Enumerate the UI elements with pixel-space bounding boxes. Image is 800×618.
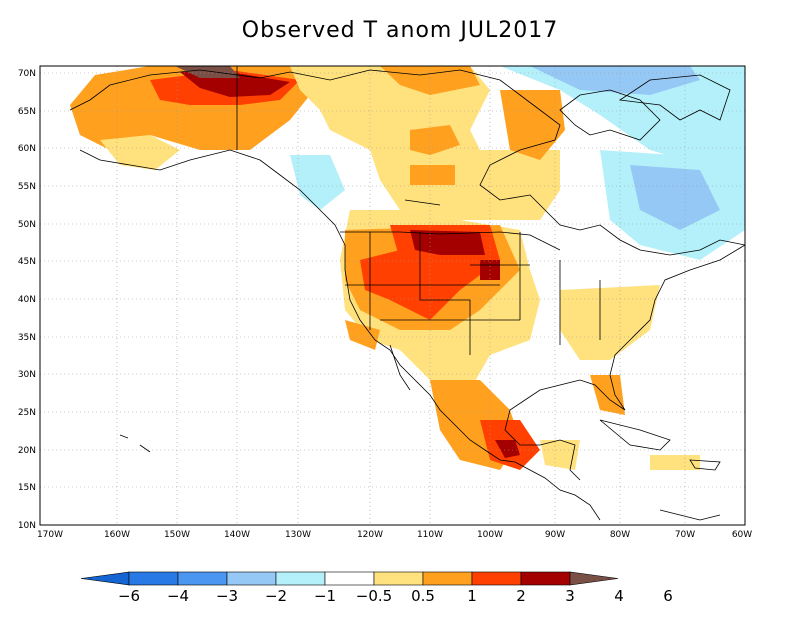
lon-label: 90W xyxy=(545,530,565,540)
lon-label: 160W xyxy=(104,530,130,540)
lat-label: 35N xyxy=(18,333,36,343)
lat-label: 50N xyxy=(18,220,36,230)
lon-label: 170W xyxy=(37,530,63,540)
colorbar: −6 −4 −3 −2 −1 −0.5 0.5 1 2 3 4 6 xyxy=(80,571,673,605)
colorbar-swatch xyxy=(128,571,179,586)
colorbar-label: −2 xyxy=(265,587,287,605)
colorbar-label: −0.5 xyxy=(356,587,392,605)
lon-label: 100W xyxy=(477,530,503,540)
lon-label: 140W xyxy=(224,530,250,540)
lat-label: 55N xyxy=(18,182,36,192)
lon-label: 120W xyxy=(357,530,383,540)
lat-label: 25N xyxy=(18,408,36,418)
colorbar-label: 6 xyxy=(663,587,673,605)
lat-label: 10N xyxy=(18,521,36,531)
lon-label: 70W xyxy=(675,530,695,540)
lat-label: 65N xyxy=(18,107,36,117)
lat-label: 20N xyxy=(18,446,36,456)
colorbar-label: −1 xyxy=(314,587,336,605)
colorbar-right-arrow xyxy=(569,571,619,586)
lat-label: 45N xyxy=(18,257,36,267)
colorbar-swatch xyxy=(373,571,424,586)
colorbar-swatch xyxy=(226,571,277,586)
lat-label: 15N xyxy=(18,483,36,493)
colorbar-swatch xyxy=(471,571,522,586)
latitude-labels: 70N 65N 60N 55N 50N 45N 40N 35N 30N 25N … xyxy=(18,69,36,531)
colorbar-label: 0.5 xyxy=(411,587,435,605)
colorbar-swatch xyxy=(275,571,326,586)
lat-label: 70N xyxy=(18,69,36,79)
lat-label: 60N xyxy=(18,144,36,154)
colorbar-swatch xyxy=(422,571,473,586)
lat-label: 30N xyxy=(18,370,36,380)
colorbar-swatch xyxy=(324,571,375,586)
colorbar-label: −6 xyxy=(118,587,140,605)
colorbar-swatch xyxy=(520,571,571,586)
colorbar-label: 3 xyxy=(565,587,575,605)
colorbar-label: 4 xyxy=(614,587,624,605)
coastlines xyxy=(69,66,745,521)
lon-label: 130W xyxy=(285,530,311,540)
colorbar-label: 1 xyxy=(467,587,477,605)
colorbar-swatch xyxy=(177,571,228,586)
lon-label: 150W xyxy=(164,530,190,540)
colorbar-label: 2 xyxy=(516,587,526,605)
anomaly-shading xyxy=(70,66,745,470)
lon-label: 60W xyxy=(732,530,752,540)
colorbar-label: −3 xyxy=(216,587,238,605)
colorbar-left-arrow xyxy=(80,571,130,586)
lon-label: 110W xyxy=(417,530,443,540)
longitude-labels: 170W 160W 150W 140W 130W 120W 110W 100W … xyxy=(37,530,752,540)
plot-frame xyxy=(39,65,746,526)
colorbar-label: −4 xyxy=(167,587,189,605)
map-title: Observed T anom JUL2017 xyxy=(241,18,559,43)
lat-label: 40N xyxy=(18,295,36,305)
lon-label: 80W xyxy=(610,530,630,540)
